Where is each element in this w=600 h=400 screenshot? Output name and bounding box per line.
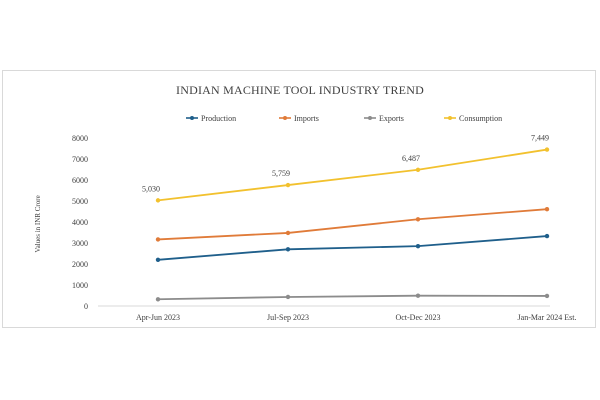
data-label: 6,487 <box>402 154 420 163</box>
x-tick-label: Jan-Mar 2024 Est. <box>518 313 577 322</box>
y-tick-label: 8000 <box>72 134 88 143</box>
legend-entry-label: Consumption <box>459 114 502 123</box>
y-axis-ticks: 0 1000 2000 3000 4000 5000 6000 7000 8000 <box>72 134 88 311</box>
y-tick-label: 5000 <box>72 197 88 206</box>
x-tick-label: Jul-Sep 2023 <box>267 313 309 322</box>
chart-title: INDIAN MACHINE TOOL INDUSTRY TREND <box>176 83 424 97</box>
chart-frame <box>2 70 596 328</box>
legend-swatch-marker <box>190 116 194 120</box>
y-tick-label: 2000 <box>72 260 88 269</box>
data-point <box>415 217 421 222</box>
y-tick-label: 0 <box>84 302 88 311</box>
data-point <box>544 293 550 299</box>
x-tick-label: Apr-Jun 2023 <box>136 313 180 322</box>
x-tick-label: Oct-Dec 2023 <box>395 313 440 322</box>
legend: Production Imports Exports Consumption <box>186 114 502 123</box>
series-line-exports <box>157 294 548 301</box>
data-label: 5,030 <box>142 184 160 193</box>
series-line-imports <box>157 208 548 241</box>
data-point <box>285 294 291 300</box>
data-point <box>155 237 161 242</box>
data-point <box>415 243 421 249</box>
y-tick-label: 6000 <box>72 176 88 185</box>
y-tick-label: 3000 <box>72 239 88 248</box>
legend-swatch-marker <box>283 116 287 120</box>
y-tick-label: 4000 <box>72 218 88 227</box>
data-point <box>285 230 291 236</box>
series-group <box>155 147 550 302</box>
y-tick-label: 7000 <box>72 155 88 164</box>
data-point <box>155 297 161 302</box>
legend-entry-label: Imports <box>294 114 319 123</box>
data-point <box>285 182 291 188</box>
data-point <box>415 293 421 298</box>
data-point <box>544 206 550 212</box>
data-point <box>544 233 550 239</box>
legend-entry-label: Production <box>201 114 236 123</box>
x-axis-ticks: Apr-Jun 2023 Jul-Sep 2023 Oct-Dec 2023 Jan-… <box>136 313 576 322</box>
data-point <box>415 167 421 172</box>
series-line-production <box>157 235 548 261</box>
data-label: 7,449 <box>531 134 549 143</box>
data-point <box>285 247 291 252</box>
data-point <box>544 147 550 152</box>
data-label: 5,759 <box>272 169 290 178</box>
legend-swatch-marker <box>448 116 452 120</box>
series-line-consumption <box>157 148 548 202</box>
data-labels: 5,030 5,759 6,487 7,449 <box>142 134 549 194</box>
legend-swatch-marker <box>368 116 372 120</box>
y-axis-label: Values in INR Crore <box>34 195 42 252</box>
y-tick-label: 1000 <box>72 281 88 290</box>
legend-entry-label: Exports <box>379 114 404 123</box>
data-point <box>155 198 161 203</box>
data-point <box>155 257 161 262</box>
